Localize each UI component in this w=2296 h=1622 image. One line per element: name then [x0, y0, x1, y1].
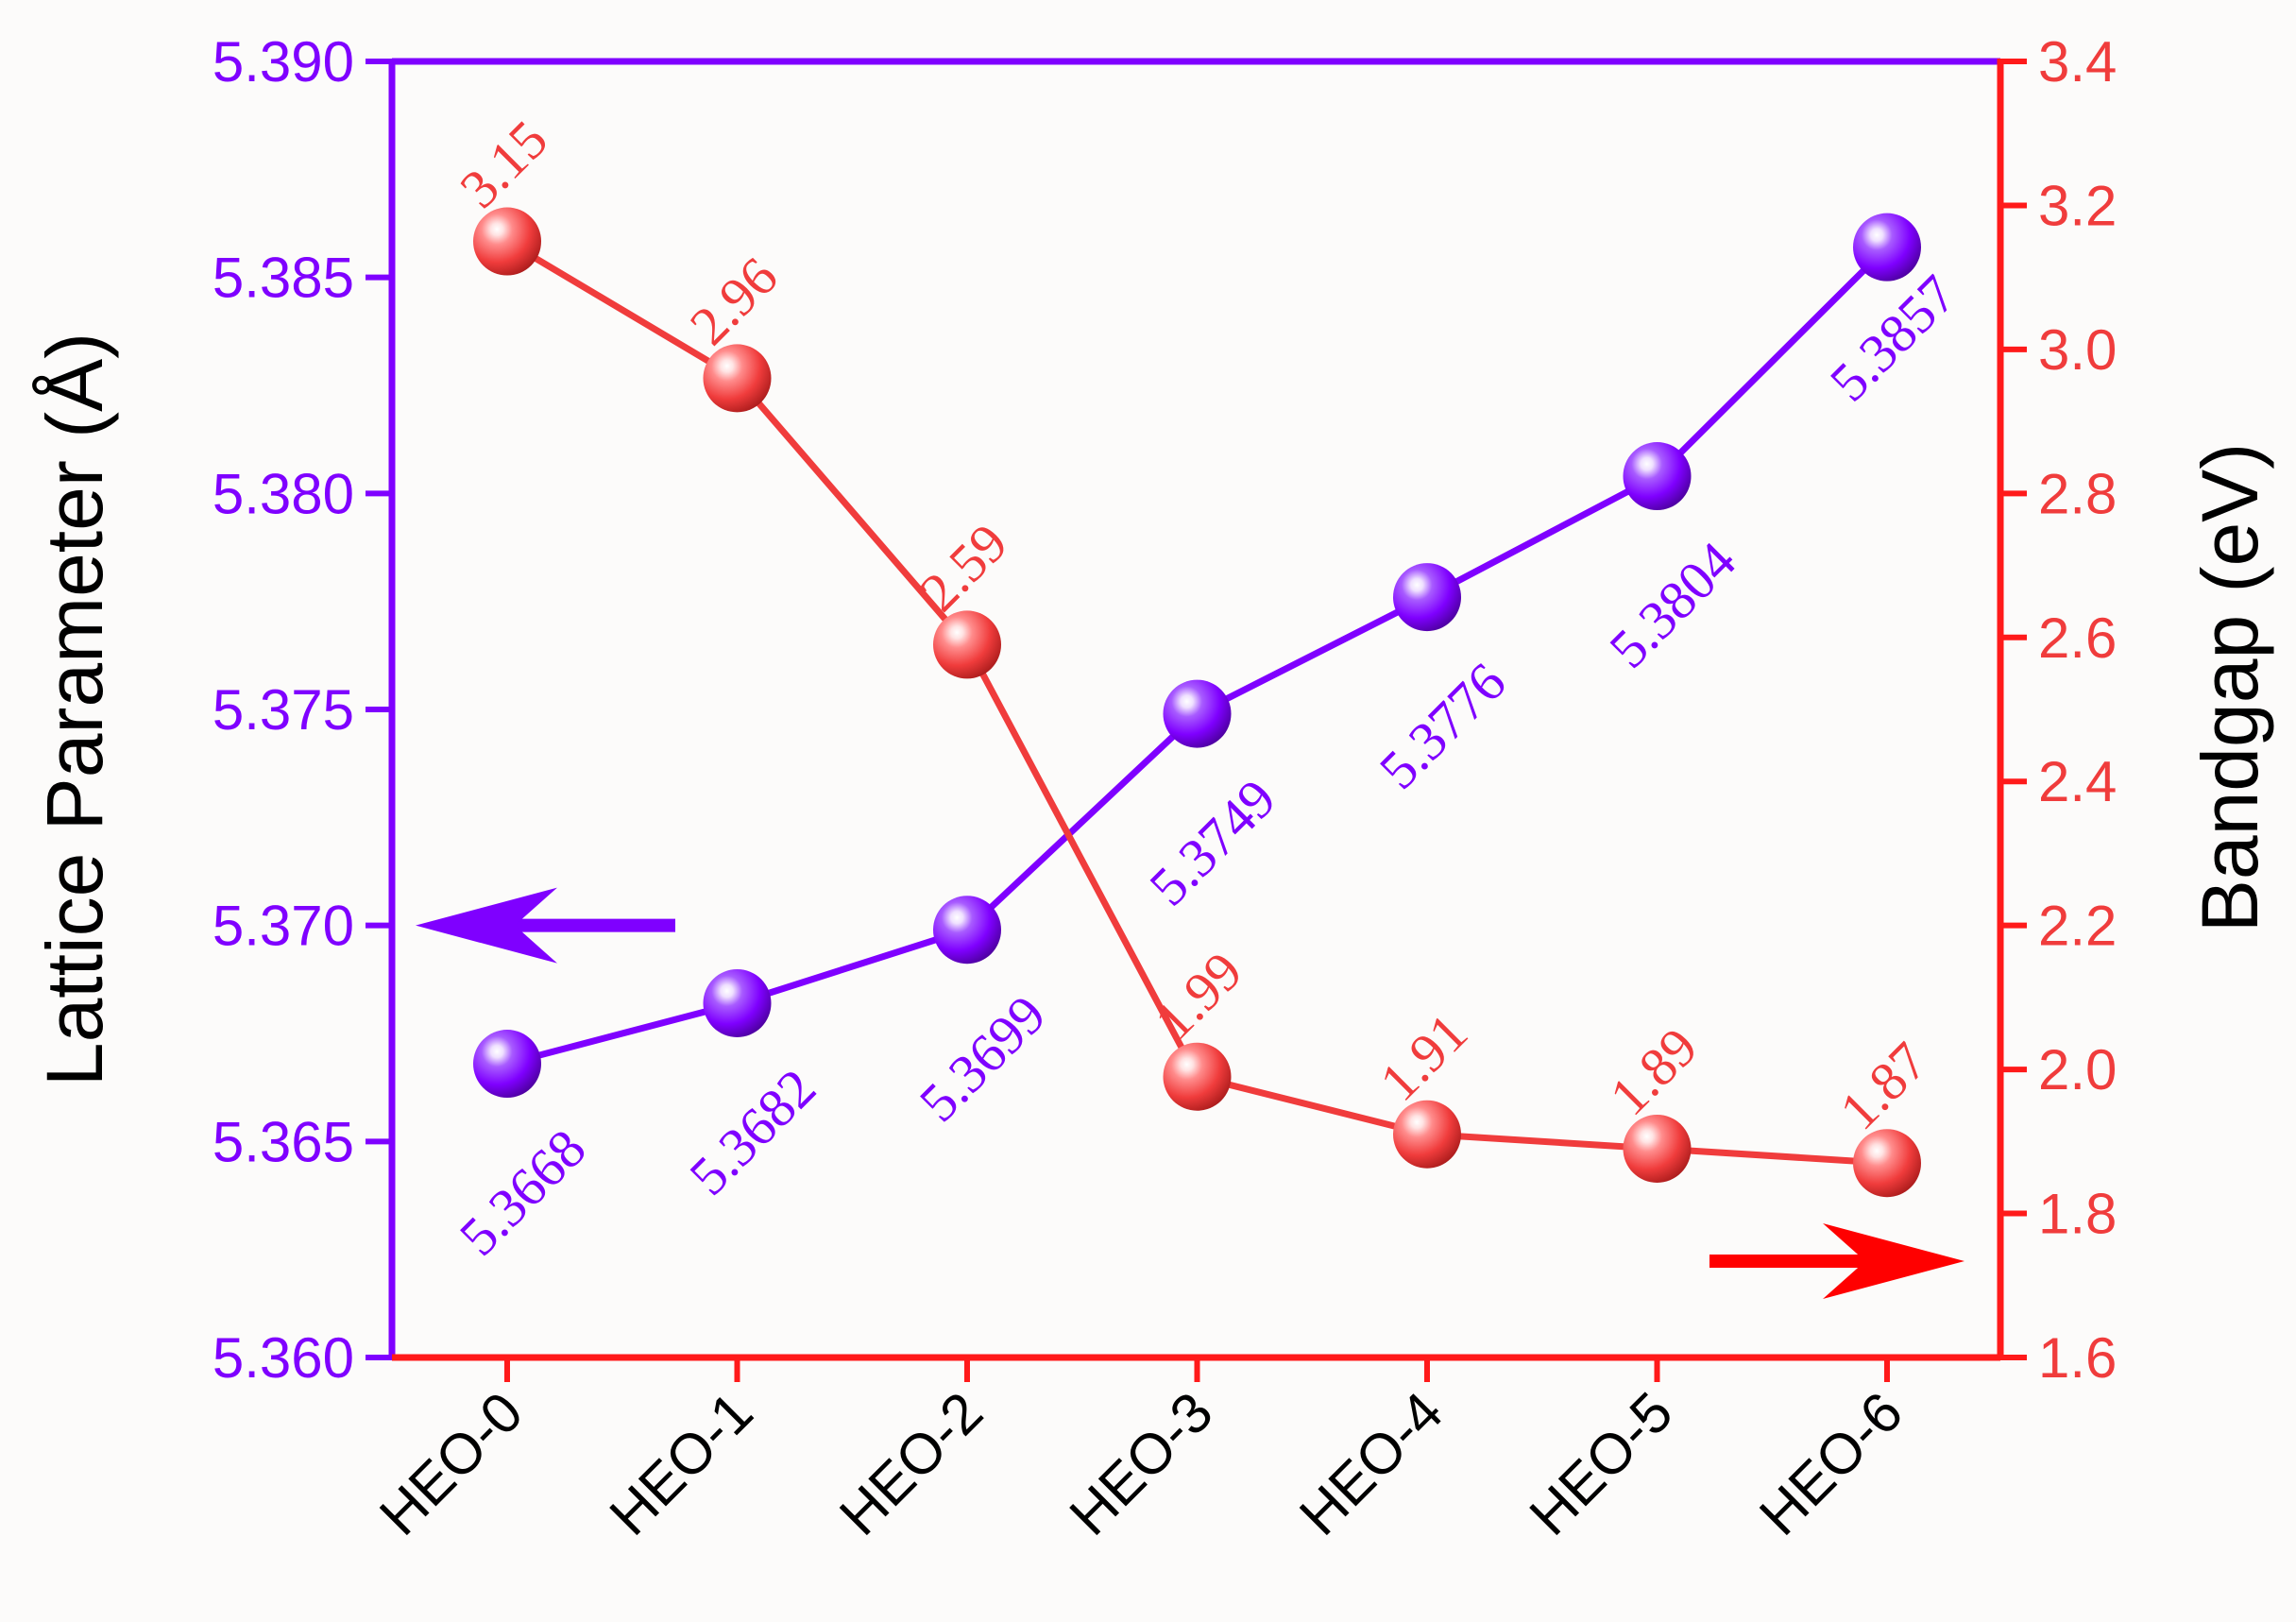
bandgap-data-label: 3.15 — [448, 109, 559, 220]
right-axis-title: Bandgap (eV) — [2185, 443, 2274, 932]
left-tick-label: 5.375 — [213, 678, 354, 742]
x-category-label: HEO-1 — [598, 1380, 765, 1547]
right-tick-label: 2.4 — [2038, 750, 2117, 813]
lattice-data-label: 5.3776 — [1368, 651, 1518, 801]
right-tick-label: 3.4 — [2038, 30, 2117, 94]
left-tick-label: 5.360 — [213, 1326, 354, 1390]
right-tick-label: 2.8 — [2038, 462, 2117, 525]
x-category-label: HEO-2 — [827, 1380, 995, 1547]
right-arrow-icon — [1823, 1223, 1964, 1299]
lattice-data-point — [703, 968, 772, 1037]
bandgap-data-label: 1.87 — [1828, 1031, 1939, 1142]
left-axis-title: Lattice Parameter (Å) — [30, 333, 119, 1086]
right-tick-label: 1.6 — [2038, 1326, 2117, 1390]
bandgap-data-label: 2.59 — [908, 512, 1019, 623]
lattice-data-point — [1853, 213, 1921, 282]
right-tick-label: 2.0 — [2038, 1038, 2117, 1101]
lattice-data-label: 5.3682 — [677, 1057, 827, 1207]
bandgap-data-label: 1.89 — [1598, 1016, 1709, 1127]
bandgap-data-point — [933, 610, 1001, 679]
lattice-data-point — [933, 896, 1001, 965]
left-arrow-icon — [416, 887, 557, 964]
bandgap-data-point — [1163, 1042, 1232, 1111]
left-tick-label: 5.385 — [213, 247, 354, 310]
bandgap-data-point — [703, 344, 772, 413]
lattice-data-point — [1163, 679, 1232, 748]
right-tick-label: 2.2 — [2038, 895, 2117, 958]
lattice-data-point — [1393, 563, 1461, 632]
right-tick-label: 1.8 — [2038, 1183, 2117, 1246]
right-tick-label: 2.6 — [2038, 606, 2117, 670]
lattice-data-label: 5.3804 — [1597, 530, 1747, 680]
right-tick-label: 3.2 — [2038, 174, 2117, 237]
lattice-data-label: 5.3699 — [908, 983, 1058, 1134]
x-category-label: HEO-5 — [1518, 1380, 1685, 1547]
x-category-label: HEO-6 — [1747, 1380, 1914, 1547]
bandgap-data-point — [473, 207, 541, 276]
right-tick-label: 3.0 — [2038, 318, 2117, 382]
left-tick-label: 5.370 — [213, 895, 354, 958]
x-category-label: HEO-4 — [1287, 1380, 1454, 1547]
bandgap-data-point — [1623, 1114, 1692, 1183]
lattice-data-label: 5.3857 — [1818, 263, 1968, 413]
bandgap-data-point — [1393, 1100, 1461, 1169]
bandgap-data-label: 2.96 — [678, 246, 790, 357]
left-tick-label: 5.380 — [213, 462, 354, 525]
lattice-data-label: 5.3668 — [448, 1118, 598, 1268]
lattice-data-point — [1623, 442, 1692, 511]
left-tick-label: 5.390 — [213, 30, 354, 94]
x-category-label: HEO-0 — [367, 1380, 535, 1547]
bandgap-data-label: 1.99 — [1143, 940, 1254, 1051]
lattice-data-point — [473, 1030, 541, 1099]
bandgap-data-label: 1.91 — [1368, 1001, 1479, 1113]
bandgap-data-point — [1853, 1129, 1921, 1198]
left-tick-label: 5.365 — [213, 1110, 354, 1173]
x-category-label: HEO-3 — [1058, 1380, 1225, 1547]
lattice-data-label: 5.3749 — [1137, 767, 1287, 917]
